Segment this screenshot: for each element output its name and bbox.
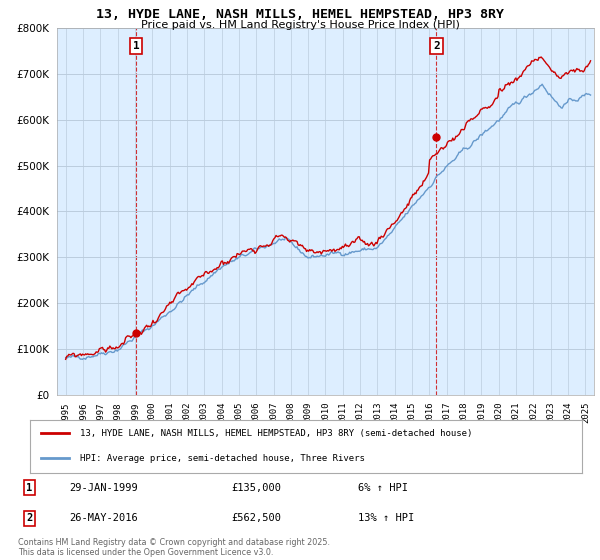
Text: £135,000: £135,000	[231, 483, 281, 493]
Text: 2: 2	[433, 41, 440, 51]
Text: 6% ↑ HPI: 6% ↑ HPI	[358, 483, 407, 493]
Text: Contains HM Land Registry data © Crown copyright and database right 2025.
This d: Contains HM Land Registry data © Crown c…	[18, 538, 330, 557]
Text: HPI: Average price, semi-detached house, Three Rivers: HPI: Average price, semi-detached house,…	[80, 454, 365, 463]
Text: 26-MAY-2016: 26-MAY-2016	[70, 514, 139, 524]
Text: Price paid vs. HM Land Registry's House Price Index (HPI): Price paid vs. HM Land Registry's House …	[140, 20, 460, 30]
Text: 13, HYDE LANE, NASH MILLS, HEMEL HEMPSTEAD, HP3 8RY (semi-detached house): 13, HYDE LANE, NASH MILLS, HEMEL HEMPSTE…	[80, 429, 472, 438]
Text: 1: 1	[133, 41, 140, 51]
Text: 1: 1	[26, 483, 32, 493]
Text: £562,500: £562,500	[231, 514, 281, 524]
Text: 13, HYDE LANE, NASH MILLS, HEMEL HEMPSTEAD, HP3 8RY: 13, HYDE LANE, NASH MILLS, HEMEL HEMPSTE…	[96, 8, 504, 21]
Text: 13% ↑ HPI: 13% ↑ HPI	[358, 514, 414, 524]
Text: 2: 2	[26, 514, 32, 524]
Text: 29-JAN-1999: 29-JAN-1999	[70, 483, 139, 493]
